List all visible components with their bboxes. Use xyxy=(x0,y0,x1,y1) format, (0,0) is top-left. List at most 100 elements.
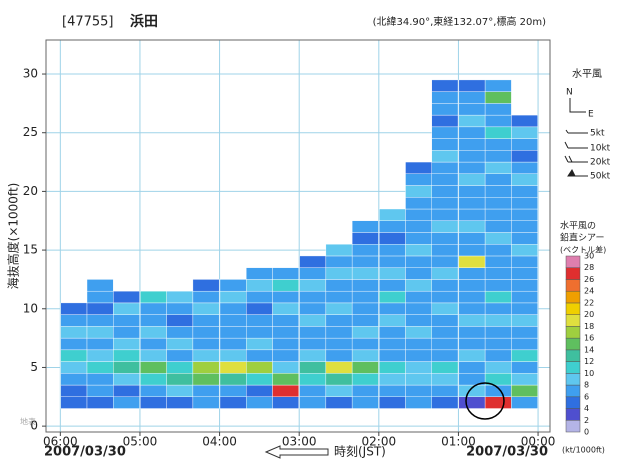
colorbar-swatch xyxy=(565,279,581,292)
wind-legend-axes xyxy=(569,98,586,113)
shear-cell xyxy=(405,314,432,327)
shear-cell xyxy=(431,290,459,304)
shear-cell xyxy=(86,349,114,362)
shear-cell xyxy=(351,326,379,339)
shear-cell xyxy=(192,326,220,339)
shear-cell xyxy=(511,244,538,257)
shear-cell xyxy=(458,114,486,128)
colorbar-tick-label: 4 xyxy=(584,404,589,413)
shear-cell xyxy=(299,384,327,397)
shear-cell xyxy=(431,150,459,163)
colorbar-title: 鉛直シアー xyxy=(560,232,604,244)
shear-cell xyxy=(484,326,512,339)
shear-cell xyxy=(379,244,406,257)
shear-cell xyxy=(351,255,379,268)
shear-cell xyxy=(484,396,512,409)
shear-cell xyxy=(379,314,406,327)
shear-cell xyxy=(219,279,247,292)
colorbar-tick-label: 20 xyxy=(584,310,594,319)
shear-cell xyxy=(431,267,459,280)
colorbar-swatch xyxy=(565,267,581,280)
shear-cell xyxy=(351,232,379,245)
shear-cell xyxy=(458,185,486,198)
y-tick-label: 5 xyxy=(30,360,38,374)
shear-cell xyxy=(458,302,486,315)
shear-cell xyxy=(458,220,486,233)
shear-cell xyxy=(272,361,299,374)
shear-cell xyxy=(351,384,379,397)
shear-cell xyxy=(113,290,140,304)
shear-cell xyxy=(86,361,114,374)
shear-cell xyxy=(431,279,459,292)
shear-cell xyxy=(351,279,379,292)
colorbar-swatch xyxy=(565,314,581,327)
shear-cell xyxy=(113,314,140,327)
shear-cell xyxy=(246,290,273,304)
shear-cell xyxy=(113,396,140,409)
shear-cell xyxy=(458,314,486,327)
shear-cell xyxy=(511,290,538,304)
shear-cell xyxy=(484,103,512,116)
shear-cell xyxy=(113,349,140,362)
x-tick-label: 03:00 xyxy=(282,435,317,449)
shear-cell xyxy=(272,267,299,280)
colorbar-swatch xyxy=(565,420,581,433)
shear-cell xyxy=(431,384,459,397)
shear-cell xyxy=(219,349,247,362)
surface-label: 地表 xyxy=(20,417,36,427)
shear-cell xyxy=(299,302,327,315)
shear-cell xyxy=(458,349,486,362)
shear-cell xyxy=(405,373,432,386)
x-tick-label: 00:00 xyxy=(521,435,556,449)
shear-cell xyxy=(405,185,432,198)
shear-cell xyxy=(405,208,432,221)
x-tick-label: 06:00 xyxy=(43,435,78,449)
shear-cell xyxy=(511,138,538,151)
shear-cell xyxy=(431,255,459,268)
shear-cell xyxy=(484,337,512,351)
shear-cell xyxy=(219,314,247,327)
shear-cell xyxy=(246,279,273,292)
colorbar-swatch xyxy=(565,361,581,374)
shear-cell xyxy=(246,373,273,386)
shear-cell xyxy=(379,302,406,315)
shear-cell xyxy=(86,326,114,339)
shear-cell xyxy=(379,255,406,268)
colorbar-tick-label: 2 xyxy=(584,416,589,425)
shear-cell xyxy=(246,314,273,327)
shear-cell xyxy=(60,326,88,339)
y-tick-label: 25 xyxy=(23,125,38,139)
colorbar-unit: (kt/1000ft) xyxy=(562,446,605,455)
shear-cell xyxy=(246,337,273,351)
shear-cell xyxy=(484,208,512,221)
colorbar-tick-label: 28 xyxy=(584,263,594,272)
shear-cell xyxy=(458,126,486,139)
shear-cell xyxy=(405,396,432,409)
shear-cell xyxy=(246,396,273,409)
station-name: 浜田 xyxy=(130,13,158,30)
shear-cell xyxy=(458,396,486,409)
shear-cell xyxy=(299,349,327,362)
shear-cell xyxy=(351,267,379,280)
colorbar-swatch xyxy=(565,290,581,304)
shear-cell xyxy=(458,384,486,397)
shear-cell xyxy=(458,290,486,304)
shear-cell xyxy=(431,349,459,362)
shear-cell xyxy=(192,314,220,327)
shear-cell xyxy=(246,267,273,280)
colorbar-swatch xyxy=(565,384,581,398)
shear-cell xyxy=(299,255,327,268)
shear-cell xyxy=(86,279,114,292)
shear-cell xyxy=(86,337,114,351)
shear-cell xyxy=(511,173,538,186)
x-tick-label: 05:00 xyxy=(123,435,158,449)
shear-cell xyxy=(351,361,379,374)
shear-cell xyxy=(379,384,406,397)
shear-cell xyxy=(405,197,432,210)
shear-cell xyxy=(86,384,114,397)
shear-cell xyxy=(351,396,379,409)
shear-cell xyxy=(511,314,538,327)
shear-cell xyxy=(246,302,273,315)
shear-cell xyxy=(511,150,538,163)
colorbar-tick-label: 12 xyxy=(584,357,594,366)
